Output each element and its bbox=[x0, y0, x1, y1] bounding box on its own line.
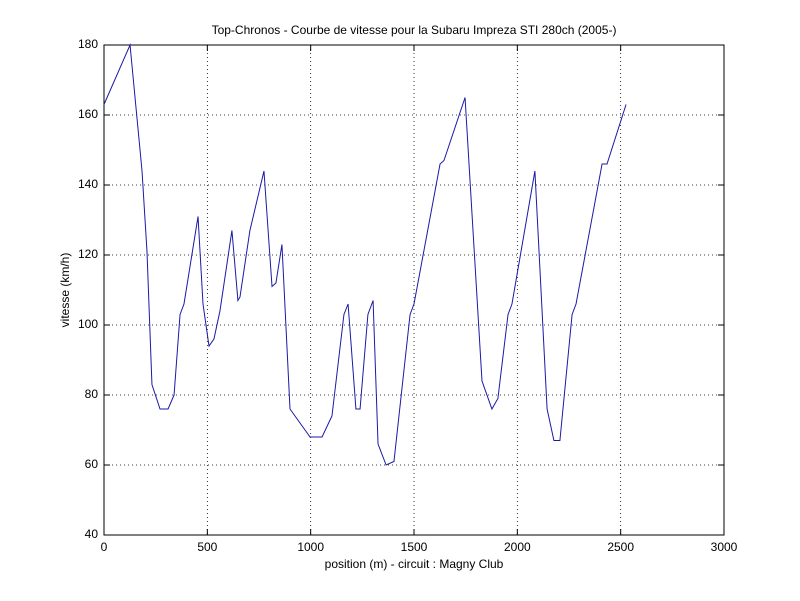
speed-line bbox=[103, 43, 627, 466]
y-tick-label: 120 bbox=[78, 247, 98, 261]
y-axis-label: vitesse (km/h) bbox=[58, 253, 72, 328]
x-tick-label: 1500 bbox=[401, 540, 428, 554]
x-tick-label: 1000 bbox=[297, 540, 324, 554]
x-tick-label: 500 bbox=[197, 540, 217, 554]
x-tick-label: 0 bbox=[101, 540, 108, 554]
y-tick-label: 100 bbox=[78, 317, 98, 331]
y-tick-label: 180 bbox=[78, 37, 98, 51]
y-tick-label: 140 bbox=[78, 177, 98, 191]
x-tick-label: 3000 bbox=[711, 540, 738, 554]
y-tick-label: 80 bbox=[85, 387, 99, 401]
y-tick-label: 40 bbox=[85, 527, 99, 541]
y-tick-label: 160 bbox=[78, 107, 98, 121]
y-tick-label: 60 bbox=[85, 457, 99, 471]
axes-box bbox=[103, 44, 725, 536]
x-axis-label: position (m) - circuit : Magny Club bbox=[325, 557, 504, 571]
x-tick-label: 2500 bbox=[607, 540, 634, 554]
chart-title: Top-Chronos - Courbe de vitesse pour la … bbox=[212, 23, 617, 37]
x-tick-label: 2000 bbox=[504, 540, 531, 554]
